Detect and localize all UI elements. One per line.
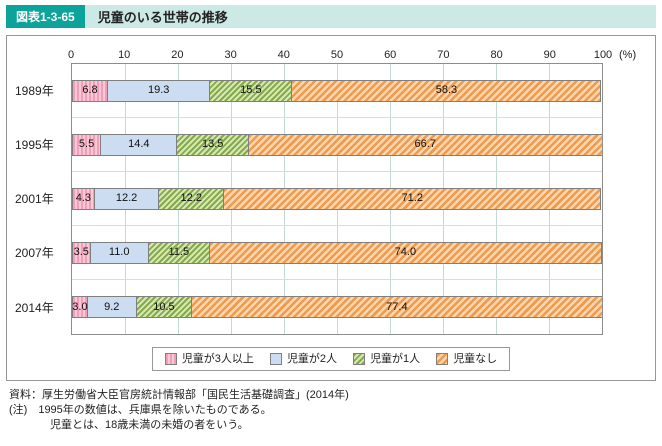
footer: 資料：厚生労働省大臣官房統計情報部「国民生活基礎調査」(2014年) (注) 1…: [9, 388, 656, 433]
axis-unit-label: (%): [619, 49, 637, 61]
figure-badge: 図表1-3-65: [6, 5, 85, 28]
bar-value: 9.2: [104, 300, 120, 313]
bar-segment: 3.5: [72, 241, 91, 264]
bar-value: 3.0: [72, 300, 88, 313]
bar-value: 14.4: [128, 138, 150, 150]
bar-value: 15.5: [240, 84, 262, 96]
legend-label: 児童が2人: [286, 352, 338, 365]
bar-track: 3.5 11.0 11.5 74.0: [72, 241, 602, 264]
bar-value: 3.5: [73, 246, 89, 258]
bar-value: 66.7: [414, 138, 436, 150]
legend-swatch: [269, 353, 282, 365]
bar-segment: 12.2: [94, 187, 160, 210]
bar-segment: 9.2: [87, 296, 137, 318]
x-axis: (%) 0 10 20 30 40 50 60 70 80 90 100: [67, 45, 636, 63]
bar-segment: 19.3: [108, 79, 211, 102]
bar-segment: 15.5: [210, 79, 293, 102]
legend-swatch: [353, 353, 366, 365]
chart-box: (%) 0 10 20 30 40 50 60 70 80 90 100 1989年 6.8 19.3 1…: [6, 35, 656, 381]
category-row: 2007年 3.5 11.0 11.5 74.0: [15, 226, 602, 280]
axis-tick: 100: [593, 49, 613, 61]
bar-segment: 12.2: [159, 187, 225, 210]
legend: 児童が3人以上 児童が2人 児童が1人 児童なし: [151, 347, 511, 371]
axis-tick: 40: [277, 49, 290, 61]
legend-swatch: [164, 353, 177, 365]
bar-segment: 11.0: [90, 241, 149, 264]
bar-track: 3.0 9.2 10.5 77.4: [72, 296, 602, 318]
year-label: 2007年: [15, 246, 54, 260]
legend-swatch: [436, 353, 449, 365]
bar-segment: 74.0: [209, 241, 602, 264]
bar-segment: 6.8: [72, 79, 109, 102]
bar-segment: 11.5: [148, 241, 210, 264]
legend-label: 児童が3人以上: [181, 352, 254, 365]
category-row: 1995年 5.5 14.4 13.5 66.7: [15, 118, 602, 172]
page-title: 児童のいる世帯の推移: [84, 5, 656, 28]
bar-segment: 5.5: [72, 133, 102, 156]
bar-segment: 77.4: [192, 296, 602, 318]
legend-label: 児童が1人: [370, 352, 421, 365]
legend-wrap: 児童が3人以上 児童が2人 児童が1人 児童なし: [13, 347, 649, 371]
bar-segment: 14.4: [101, 133, 178, 156]
bar-value: 77.4: [386, 300, 408, 313]
bar-track: 4.3 12.2 12.2 71.2: [72, 187, 602, 210]
category-row: 1989年 6.8 19.3 15.5 58.3: [15, 64, 602, 118]
bar-value: 13.5: [202, 138, 224, 150]
legend-item: 児童が3人以上: [164, 352, 254, 365]
legend-label: 児童なし: [453, 352, 498, 365]
bar-value: 58.3: [435, 84, 458, 96]
year-label: 1995年: [15, 138, 54, 152]
axis-tick: 80: [490, 49, 503, 61]
bar-segment: 3.0: [72, 296, 88, 318]
year-label: 1989年: [15, 84, 54, 98]
axis-tick: 70: [437, 49, 450, 61]
axis-tick: 20: [171, 49, 184, 61]
year-label: 2001年: [15, 192, 54, 206]
bar-track: 6.8 19.3 15.5 58.3: [72, 79, 602, 102]
axis-tick: 10: [118, 49, 131, 61]
plot-area: 1989年 6.8 19.3 15.5 58.3 1995年 5.5 14.4 13.5 66.7…: [15, 63, 603, 335]
axis-tick: 0: [67, 49, 75, 61]
bar-value: 74.0: [394, 246, 417, 258]
category-row: 2001年 4.3 12.2 12.2 71.2: [15, 172, 602, 226]
source-note: 資料：厚生労働省大臣官房統計情報部「国民生活基礎調査」(2014年): [9, 389, 349, 401]
bar-segment: 4.3: [72, 187, 95, 210]
bar-segment: 71.2: [224, 187, 602, 210]
year-label: 2014年: [15, 300, 54, 315]
legend-item: 児童が2人: [269, 352, 338, 365]
bar-value: 4.3: [75, 192, 92, 204]
header: 図表1-3-65 児童のいる世帯の推移: [6, 5, 656, 28]
bar-segment: 13.5: [177, 133, 249, 156]
axis-tick: 60: [384, 49, 397, 61]
bar-value: 12.2: [180, 192, 202, 204]
bar-value: 10.5: [153, 300, 175, 313]
bar-value: 71.2: [401, 192, 423, 204]
axis-tick: 50: [330, 49, 344, 61]
bar-value: 11.5: [168, 246, 190, 258]
axis-tick: 30: [224, 49, 237, 61]
bar-segment: 58.3: [292, 79, 602, 102]
footnote-2: 児童とは、18歳未満の未婚の者をいう。: [50, 418, 249, 431]
axis-tick: 90: [543, 49, 556, 61]
bar-segment: 66.7: [249, 133, 602, 156]
rows: 1989年 6.8 19.3 15.5 58.3 1995年 5.5 14.4 13.5 66.7…: [15, 64, 602, 334]
bar-value: 19.3: [147, 84, 170, 96]
bar-value: 11.0: [108, 246, 130, 258]
legend-item: 児童なし: [436, 353, 497, 365]
footnote-1: (注) 1995年の数値は、兵庫県を除いたものである。: [9, 403, 272, 416]
legend-item: 児童が1人: [353, 353, 420, 365]
category-row: 2014年 3.0 9.2 10.5 77.4: [15, 280, 602, 334]
bar-value: 12.2: [115, 192, 138, 204]
bar-value: 5.5: [78, 138, 95, 150]
bar-track: 5.5 14.4 13.5 66.7: [72, 133, 602, 156]
bar-value: 6.8: [82, 84, 98, 96]
bar-segment: 10.5: [136, 296, 193, 318]
